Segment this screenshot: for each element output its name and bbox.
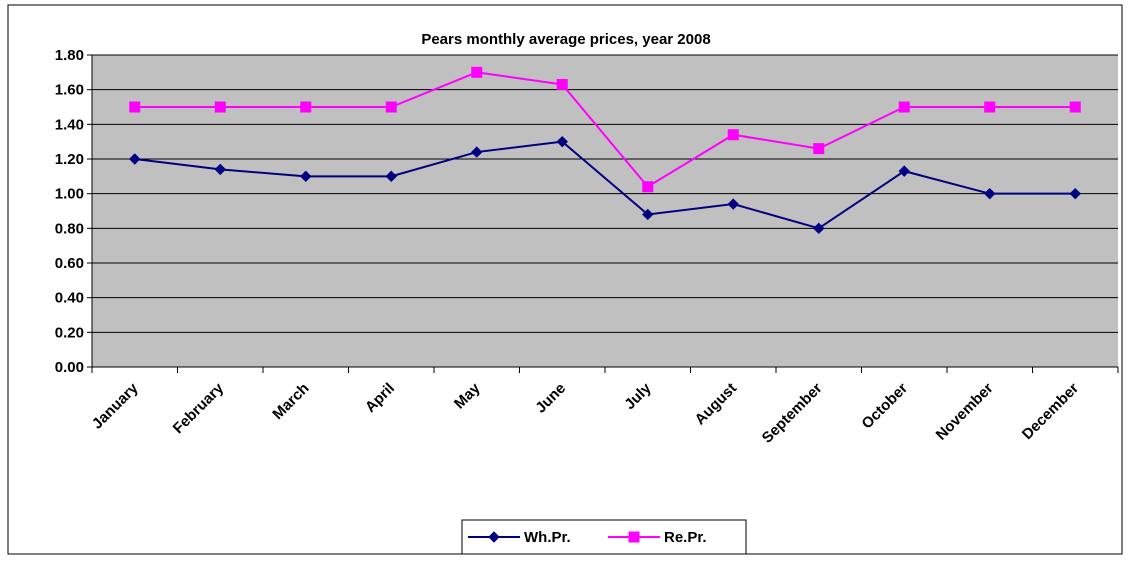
marker: [813, 222, 825, 235]
marker: [1069, 187, 1081, 200]
marker: [300, 170, 312, 183]
series-line: [134, 71, 1076, 189]
marker: [642, 208, 654, 221]
marker: [471, 66, 483, 78]
y-tick-label: 1.40: [55, 116, 84, 133]
marker: [1069, 101, 1081, 113]
marker: [129, 153, 141, 165]
y-tick-label: 1.00: [55, 186, 84, 203]
marker: [385, 170, 397, 183]
series-line: [134, 140, 1076, 230]
marker: [898, 101, 910, 113]
y-tick-label: 1.80: [55, 47, 84, 64]
legend-marker: [488, 531, 500, 543]
legend-label: Wh.Pr.: [524, 529, 571, 546]
marker: [984, 101, 996, 113]
marker: [556, 135, 568, 148]
plot-area: [92, 55, 1118, 367]
y-tick-label: 1.60: [55, 82, 84, 99]
marker: [385, 101, 397, 113]
y-tick-label: 0.00: [55, 359, 84, 376]
marker: [300, 101, 312, 113]
marker: [471, 146, 483, 158]
marker: [898, 165, 910, 177]
y-tick-label: 0.40: [55, 290, 84, 307]
y-tick-label: 0.20: [55, 324, 84, 341]
y-tick-label: 1.20: [55, 151, 84, 168]
chart-title: Pears monthly average prices, year 2008: [421, 31, 710, 48]
marker: [556, 78, 568, 90]
legend-marker: [628, 531, 640, 543]
legend-label: Re.Pr.: [664, 529, 707, 546]
marker: [813, 143, 825, 155]
marker: [727, 198, 739, 210]
marker: [214, 163, 226, 176]
marker: [984, 187, 996, 200]
marker: [214, 101, 226, 113]
marker: [642, 181, 654, 193]
y-tick-label: 0.80: [55, 220, 84, 237]
marker: [727, 129, 739, 141]
marker: [129, 101, 141, 113]
y-tick-label: 0.60: [55, 255, 84, 272]
